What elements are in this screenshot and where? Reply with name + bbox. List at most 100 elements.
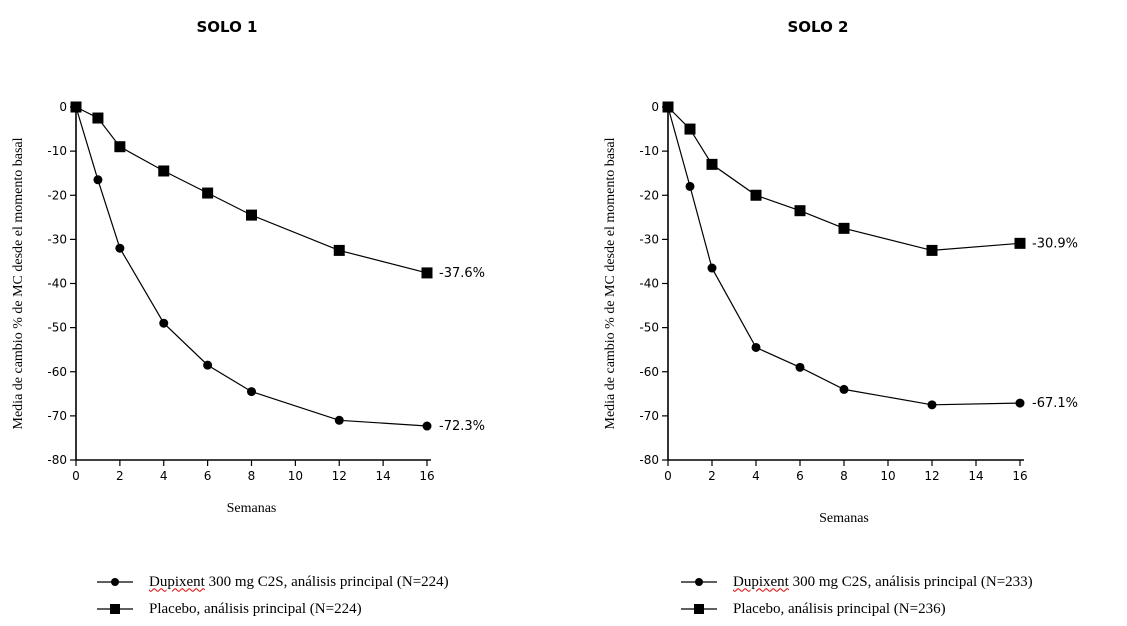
y-tick-label: -80 [47,453,67,467]
series-line-square [75,106,428,274]
data-point-square [246,209,257,221]
data-point-circle [93,175,103,185]
end-value-label: -37.6% [439,266,485,281]
legend-label: Dupixent 300 mg C2S, análisis principal … [149,574,449,591]
y-tick-label: -70 [47,409,67,423]
legend-item: Placebo, análisis principal (N=224) [95,598,449,620]
y-tick-label: -40 [639,277,659,291]
data-point-square [684,123,696,135]
x-tick-label: 8 [248,469,256,483]
data-point-circle [203,360,213,370]
data-point-square [750,189,762,201]
x-tick-label: 16 [419,469,434,483]
data-point-square [662,101,674,113]
x-tick-label: 6 [204,469,212,483]
x-tick-label: 0 [72,469,80,483]
chart-solo-2: SOLO 2 0 -10 -20 -30 -40 -50 -60 -70 -80 0 2 4 6 8 10 12… [603,18,1078,526]
y-tick-label: -50 [639,321,659,335]
x-tick-label: 8 [840,469,848,483]
x-tick-label: 2 [708,469,716,483]
y-axis-label: Media de cambio % de MC desde el momento… [603,137,618,429]
x-tick-label: 6 [796,469,804,483]
data-point-circle [927,400,937,410]
series-line-circle [75,106,428,427]
y-tick-label: -30 [47,232,67,246]
data-point-circle [1015,398,1025,408]
legend-label: Placebo, análisis principal (N=236) [733,601,946,618]
end-value-label: -72.3% [439,419,485,434]
x-tick-label: 12 [332,469,347,483]
y-tick-label: 0 [651,100,659,114]
legend-item: Dupixent 300 mg C2S, análisis principal … [95,571,449,593]
data-point-circle [795,362,805,372]
y-tick-label: -10 [47,144,67,158]
x-tick-label: 10 [880,469,895,483]
y-tick-label: -20 [47,188,67,202]
circle-marker-icon [679,574,719,590]
y-tick-label: -60 [47,365,67,379]
x-tick-label: 4 [752,469,760,483]
data-point-circle [159,318,169,328]
data-point-circle [685,181,695,191]
data-point-square [92,112,104,124]
end-value-label: -30.9% [1032,236,1078,251]
data-point-square [706,158,718,170]
data-point-circle [707,263,717,273]
legend-description: 300 mg C2S, análisis principal (N=233) [788,573,1033,590]
data-point-circle [115,243,125,253]
data-point-square [1014,237,1026,249]
x-tick-label: 2 [116,469,124,483]
x-tick-label: 16 [1012,469,1027,483]
legend-brand-name: Dupixent [149,573,205,590]
data-point-square [794,205,806,217]
legend-solo-2: Dupixent 300 mg C2S, análisis principal … [679,571,1033,625]
square-marker-icon [679,601,719,617]
circle-marker-icon [95,574,135,590]
legend-description: 300 mg C2S, análisis principal (N=224) [204,573,449,590]
y-tick-label: -30 [639,232,659,246]
data-point-circle [839,384,849,394]
data-point-circle [422,421,432,431]
legend-solo-1: Dupixent 300 mg C2S, análisis principal … [95,571,449,625]
data-point-circle [751,342,761,352]
data-point-square [926,244,938,256]
data-point-square [70,101,82,113]
end-value-label: -67.1% [1032,396,1078,411]
y-axis-label: Media de cambio % de MC desde el momento… [11,137,26,429]
legend-label: Dupixent 300 mg C2S, análisis principal … [733,574,1033,591]
x-tick-label: 4 [160,469,168,483]
data-point-circle [334,415,344,425]
y-tick-label: -70 [639,409,659,423]
data-point-square [421,267,433,279]
data-point-square [114,141,126,153]
x-tick-label: 14 [375,469,390,483]
chart-title: SOLO 2 [788,18,849,36]
x-tick-label: 0 [664,469,672,483]
legend-brand-name: Dupixent [733,573,789,590]
legend-description: Placebo, análisis principal (N=236) [733,600,946,617]
y-tick-label: -50 [47,321,67,335]
y-tick-label: -40 [47,277,67,291]
x-axis-label: Semanas [227,501,277,516]
legend-description: Placebo, análisis principal (N=224) [149,600,362,617]
legend-label: Placebo, análisis principal (N=224) [149,601,362,618]
data-point-square [333,244,345,256]
x-tick-label: 12 [924,469,939,483]
y-tick-label: -20 [639,188,659,202]
data-point-square [202,187,214,199]
series-line-square [667,106,1021,252]
chart-title: SOLO 1 [197,18,258,36]
x-axis-label: Semanas [819,511,869,526]
y-tick-label: -60 [639,365,659,379]
y-tick-label: -80 [639,453,659,467]
series-line-circle [667,106,1021,406]
data-point-circle [247,387,256,397]
legend-item: Placebo, análisis principal (N=236) [679,598,1033,620]
data-point-square [158,165,170,177]
x-tick-label: 14 [968,469,983,483]
square-marker-icon [95,601,135,617]
legend-item: Dupixent 300 mg C2S, análisis principal … [679,571,1033,593]
data-point-square [838,222,850,234]
chart-solo-1: SOLO 1 0 -10 -20 -30 -40 -50 -60 -70 -80 0 2 4 6 8 10 12… [11,18,485,516]
